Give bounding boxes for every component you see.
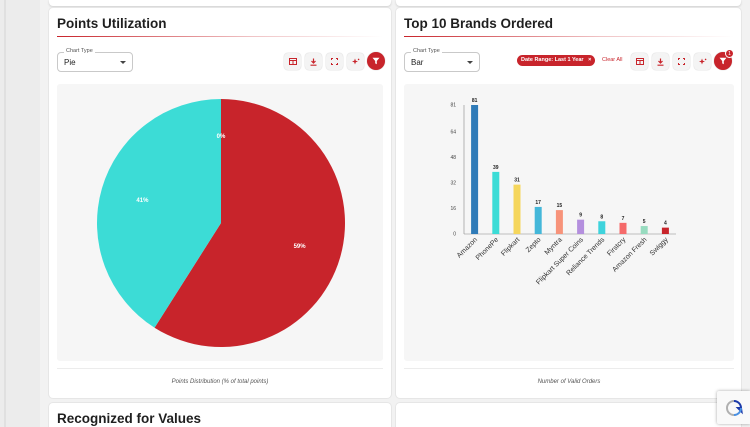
- close-icon[interactable]: ×: [588, 57, 592, 63]
- pie-slice-1[interactable]: [97, 99, 221, 328]
- chevron-down-icon: [467, 61, 473, 64]
- bar-0[interactable]: [471, 105, 479, 234]
- top-brands-title: Top 10 Brands Ordered: [404, 16, 554, 31]
- x-tick-label: PhonePe: [475, 236, 500, 261]
- recognized-values-card: [49, 403, 391, 427]
- bar-6[interactable]: [598, 221, 606, 234]
- table-view-button[interactable]: [631, 53, 648, 70]
- download-button[interactable]: [305, 53, 322, 70]
- bar-8[interactable]: [640, 226, 648, 234]
- bar-plot-area: 0 16 32 48 64 81 81 Amazon 39 PhonePe 31 Flipkart 17…: [404, 84, 734, 361]
- bar-value-label: 31: [514, 178, 520, 184]
- fullscreen-icon: [331, 58, 338, 65]
- sparkle-icon: [698, 58, 706, 64]
- bar-card-divider: [404, 368, 734, 369]
- chart-type-select[interactable]: Chart Type Bar: [404, 48, 480, 72]
- bar-3[interactable]: [534, 206, 542, 234]
- fullscreen-button[interactable]: [326, 53, 343, 70]
- filter-icon: [372, 57, 380, 65]
- y-tick-label: 0: [453, 232, 456, 238]
- pie-slice-0[interactable]: [154, 99, 345, 347]
- y-tick-label: 32: [450, 181, 456, 187]
- y-tick-label: 64: [450, 130, 456, 136]
- prev-card-edge-right: [396, 0, 741, 6]
- pie-plot-area: 59% 41% 0%: [57, 84, 383, 361]
- bar-5[interactable]: [577, 219, 585, 234]
- filter-count-badge: 1: [725, 49, 734, 58]
- prev-card-edge-left: [49, 0, 391, 6]
- bar-9[interactable]: [661, 227, 669, 234]
- y-tick-label: 16: [450, 206, 456, 212]
- filter-button[interactable]: [367, 52, 385, 70]
- recognized-values-title: Recognized for Values: [57, 411, 202, 426]
- date-range-chip-label: Date Range: Last 1 Year: [521, 57, 584, 63]
- bar-value-label: 4: [664, 221, 667, 227]
- ai-insights-button[interactable]: [347, 53, 364, 70]
- clear-all-link[interactable]: Clear All: [602, 57, 623, 63]
- bar-value-label: 39: [493, 165, 499, 171]
- x-tick-label: Zepto: [525, 236, 543, 254]
- x-tick-label: Reliance Trends: [565, 236, 606, 277]
- x-tick-label: Flipkart: [500, 236, 521, 257]
- table-icon: [288, 58, 297, 65]
- fullscreen-icon: [678, 58, 685, 65]
- table-icon: [635, 58, 644, 65]
- x-tick-label: Swiggy: [649, 236, 670, 257]
- download-icon: [657, 58, 664, 66]
- sparkle-icon: [351, 58, 359, 64]
- bar-chart: 0163248648181Amazon39PhonePe31Flipkart17…: [450, 98, 676, 286]
- title-underline: [404, 36, 734, 37]
- download-button[interactable]: [652, 53, 669, 70]
- bar-2[interactable]: [513, 184, 521, 234]
- fullscreen-button[interactable]: [673, 53, 690, 70]
- chart-type-value: Pie: [64, 58, 76, 67]
- pie-card-divider: [57, 368, 383, 369]
- chart-type-label: Chart Type: [64, 48, 95, 54]
- pie-chart: 59% 41% 0%: [97, 99, 345, 347]
- recaptcha-icon: [725, 399, 743, 416]
- bar-value-label: 9: [579, 213, 582, 219]
- bar-value-label: 8: [600, 214, 603, 220]
- recaptcha-badge[interactable]: [717, 391, 750, 424]
- pie-slice-label-2: 0%: [217, 134, 226, 140]
- bar-7[interactable]: [619, 222, 627, 234]
- y-tick-label: 81: [450, 103, 456, 109]
- ai-insights-button[interactable]: [694, 53, 711, 70]
- pie-caption: Points Distribution (% of total points): [171, 379, 269, 385]
- download-icon: [310, 58, 317, 66]
- chevron-down-icon: [120, 61, 126, 64]
- bar-value-label: 15: [557, 203, 563, 209]
- left-gutter: [0, 0, 40, 427]
- next-card-right: [396, 403, 741, 427]
- bar-value-label: 17: [535, 200, 541, 206]
- table-view-button[interactable]: [284, 53, 301, 70]
- bar-value-label: 7: [622, 216, 625, 222]
- chart-type-label: Chart Type: [411, 48, 442, 54]
- bar-1[interactable]: [492, 171, 500, 234]
- bar-4[interactable]: [555, 210, 563, 234]
- bar-value-label: 5: [643, 219, 646, 225]
- title-underline: [57, 36, 383, 37]
- filter-icon: [719, 57, 727, 65]
- pie-slice-label-0: 59%: [294, 244, 307, 250]
- chart-type-select[interactable]: Chart Type Pie: [57, 48, 133, 72]
- pie-slice-label-1: 41%: [136, 198, 149, 204]
- x-tick-label: Myntra: [544, 236, 564, 256]
- bar-caption: Number of Valid Orders: [537, 379, 601, 385]
- date-range-chip[interactable]: Date Range: Last 1 Year ×: [517, 55, 596, 66]
- chart-type-value: Bar: [411, 58, 424, 67]
- points-utilization-title: Points Utilization: [57, 16, 167, 31]
- bar-value-label: 81: [472, 98, 478, 104]
- y-tick-label: 48: [450, 155, 456, 161]
